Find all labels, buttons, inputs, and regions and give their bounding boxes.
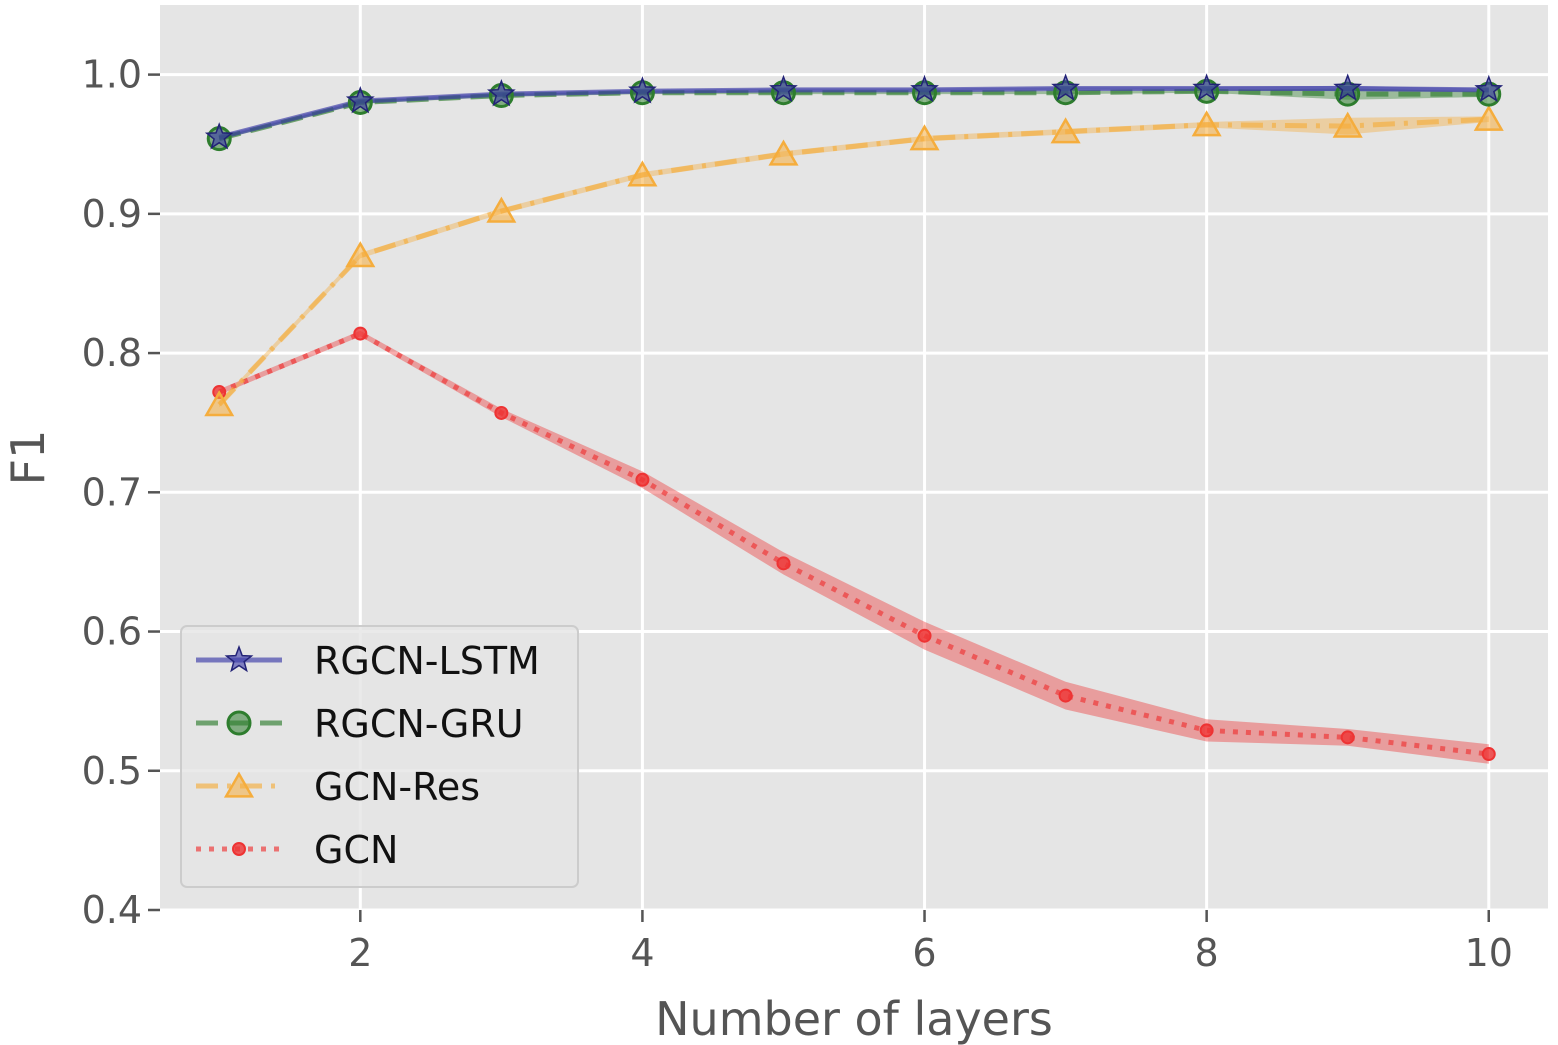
y-tick-label: 0.7 xyxy=(82,470,142,514)
error-band-rgcn-gru xyxy=(219,88,1489,141)
series-line-rgcn-lstm xyxy=(218,86,1489,140)
series-markers xyxy=(204,73,1504,762)
legend-label: GCN xyxy=(314,828,398,872)
star-marker xyxy=(1333,73,1363,101)
star-marker xyxy=(204,122,234,150)
series-lines xyxy=(217,86,1490,757)
triangle-marker xyxy=(204,390,235,417)
legend-label: GCN-Res xyxy=(314,765,480,809)
y-tick-label: 0.6 xyxy=(82,610,142,654)
star-marker xyxy=(345,85,375,114)
y-tick-label: 0.4 xyxy=(82,888,142,932)
triangle-marker xyxy=(223,771,255,798)
star-marker xyxy=(486,78,516,107)
dot-marker xyxy=(917,628,932,643)
triangle-marker xyxy=(345,241,376,268)
legend-entry: GCN-Res xyxy=(196,765,480,809)
star-marker xyxy=(1051,73,1080,101)
star-marker xyxy=(224,644,254,673)
legend-entry: RGCN-LSTM xyxy=(196,639,540,683)
legend: RGCN-LSTM RGCN-GRU GCN-Res GCN xyxy=(180,625,579,888)
x-axis-label: Number of layers xyxy=(655,992,1053,1045)
star-marker xyxy=(1192,73,1222,101)
legend-label: RGCN-GRU xyxy=(314,702,524,746)
dot-marker xyxy=(1481,747,1496,762)
dot-marker xyxy=(776,556,791,571)
triangle-marker xyxy=(768,139,799,166)
triangle-marker xyxy=(627,160,658,187)
dot-marker xyxy=(635,472,650,487)
star-marker xyxy=(769,74,798,103)
legend-entry: GCN xyxy=(196,828,398,872)
legend-entry: RGCN-GRU xyxy=(196,702,524,746)
x-tick-label: 6 xyxy=(912,931,936,975)
dot-marker xyxy=(1340,730,1355,745)
y-tick-label: 0.5 xyxy=(82,749,142,793)
triangle-marker xyxy=(909,124,940,151)
star-marker xyxy=(910,74,939,103)
x-tick-label: 4 xyxy=(630,931,654,975)
x-axis-ticks: 2 4 6 8 10 xyxy=(348,910,1513,975)
legend-label: RGCN-LSTM xyxy=(314,639,540,683)
triangle-marker xyxy=(1191,110,1222,137)
triangle-marker xyxy=(1473,104,1504,131)
dot-marker xyxy=(494,405,509,420)
dot-marker xyxy=(353,326,368,341)
legend-box xyxy=(180,625,579,888)
x-tick-label: 8 xyxy=(1195,931,1219,975)
dot-marker xyxy=(1199,723,1214,738)
x-tick-label: 10 xyxy=(1465,931,1513,975)
triangle-marker xyxy=(486,196,517,223)
y-axis-label: F1 xyxy=(1,430,55,486)
dot-marker xyxy=(232,842,246,856)
series-line-gcn-res xyxy=(217,116,1489,407)
star-marker xyxy=(628,76,657,104)
y-tick-label: 0.8 xyxy=(82,331,142,375)
y-axis-ticks: 0.4 0.5 0.6 0.7 0.8 0.9 1.0 xyxy=(82,53,160,932)
circle-marker xyxy=(226,710,252,736)
dot-marker xyxy=(1058,688,1073,703)
series-line-rgcn-gru xyxy=(218,88,1489,142)
triangle-marker xyxy=(1050,117,1081,144)
triangle-marker xyxy=(1332,111,1363,138)
y-tick-label: 0.9 xyxy=(82,192,142,236)
star-marker xyxy=(1474,74,1504,103)
y-tick-label: 1.0 xyxy=(82,53,142,97)
x-tick-label: 2 xyxy=(348,931,372,975)
